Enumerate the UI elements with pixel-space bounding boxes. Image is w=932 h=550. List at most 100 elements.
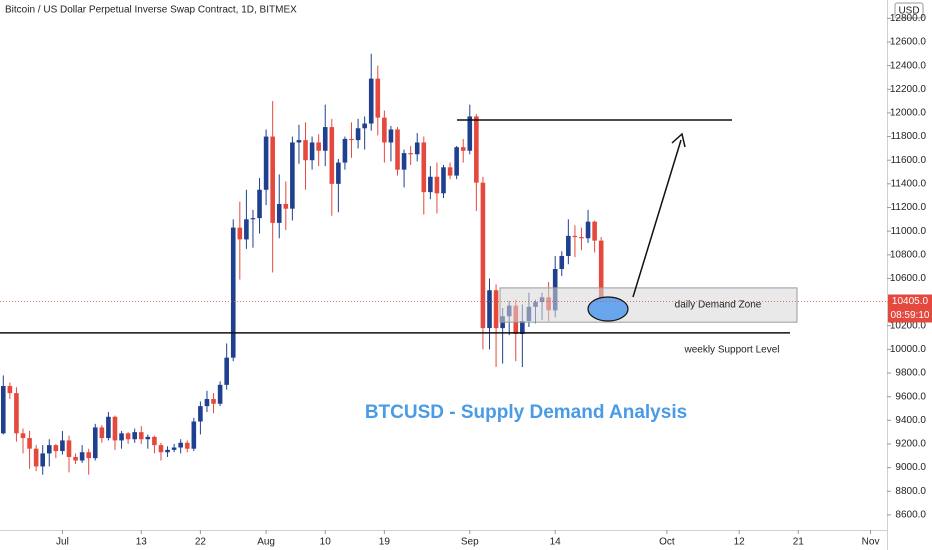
- arrow-head: [671, 132, 686, 148]
- y-tick-label: 11800.0: [891, 131, 927, 142]
- candle-body: [230, 227, 236, 358]
- candle-body: [106, 416, 111, 439]
- chart-title: Bitcoin / US Dollar Perpetual Inverse Sw…: [5, 5, 297, 16]
- y-tick-label: 10800.0: [890, 249, 927, 260]
- candle-body: [86, 452, 91, 459]
- x-tick-label: 21: [793, 537, 805, 548]
- currency: USD: [898, 6, 919, 17]
- candle-body: [362, 123, 367, 129]
- candle-body: [138, 432, 144, 440]
- candle-body: [592, 221, 597, 241]
- arrow-shaft: [632, 139, 682, 298]
- candle-body: [382, 117, 387, 143]
- candle-body: [395, 129, 400, 170]
- y-tick-label: 8800.0: [895, 486, 926, 497]
- candle-body: [211, 399, 216, 404]
- candle-body: [7, 386, 13, 394]
- y-tick-label: 10000.0: [890, 344, 927, 355]
- candle-body: [579, 237, 584, 239]
- y-tick-label: 9200.0: [895, 439, 926, 450]
- x-tick-label: 13: [136, 537, 148, 548]
- y-tick-label: 9400.0: [895, 415, 926, 426]
- candle-body: [112, 416, 118, 441]
- candle-body: [585, 221, 591, 239]
- candle-body: [79, 452, 85, 461]
- candle-body: [454, 147, 459, 176]
- candle-body: [158, 445, 164, 453]
- candle-body: [460, 147, 466, 151]
- candle-body: [191, 421, 197, 449]
- target-ellipse: [587, 296, 629, 322]
- demand-zone: [499, 287, 798, 323]
- countdown: 08:59:10: [891, 310, 930, 321]
- x-tick-label: Sep: [461, 537, 479, 548]
- x-tick-label: 22: [195, 537, 207, 548]
- y-tick-label: 9600.0: [895, 391, 926, 402]
- candle-body: [414, 142, 420, 155]
- candle-body: [217, 384, 223, 404]
- candle-body: [184, 442, 190, 449]
- x-tick-label: 12: [734, 537, 746, 548]
- candle-body: [349, 138, 354, 141]
- x-tick-label: Oct: [659, 537, 675, 548]
- candle-body: [520, 321, 525, 335]
- candle-body: [572, 235, 578, 238]
- y-tick-label: 9000.0: [895, 462, 926, 473]
- candle-body: [204, 399, 210, 407]
- x-tick-label: 14: [550, 537, 562, 548]
- candle-body: [487, 290, 492, 329]
- candle-body: [447, 167, 453, 176]
- x-tick-label: 19: [379, 537, 391, 548]
- candle-body: [388, 129, 394, 143]
- candle-body: [125, 433, 131, 440]
- candle-body: [401, 153, 407, 170]
- candle-body: [329, 127, 335, 184]
- plot-area: [0, 53, 798, 475]
- countdown-box: [888, 308, 932, 323]
- candle-body: [342, 138, 348, 163]
- candle-body: [27, 438, 32, 449]
- candle-body: [40, 453, 46, 467]
- candle-body: [283, 203, 289, 209]
- last-price-label: 10405.0: [892, 296, 929, 307]
- candle-body: [14, 393, 19, 434]
- candle-body: [309, 142, 315, 161]
- candle-body: [244, 219, 249, 240]
- candle-body: [92, 427, 98, 459]
- candle-body: [60, 440, 65, 452]
- candle-body: [566, 235, 571, 256]
- y-tick-label: 12200.0: [890, 84, 927, 95]
- candle-body: [66, 440, 72, 457]
- candle-body: [421, 142, 427, 193]
- candle-body: [237, 227, 243, 240]
- y-tick-label: 11200.0: [891, 202, 927, 213]
- candle-body: [493, 290, 499, 329]
- support-label: weekly Support Level: [683, 344, 779, 355]
- candle-body: [53, 445, 59, 452]
- candle-body: [33, 448, 39, 467]
- candle-body: [46, 445, 52, 454]
- y-tick-label: 10200.0: [890, 320, 927, 331]
- x-tick-label: 10: [320, 537, 332, 548]
- candle-body: [434, 176, 440, 194]
- candle-body: [171, 447, 177, 450]
- candle-body: [316, 142, 321, 151]
- candle-body: [441, 167, 446, 194]
- candle-body: [119, 433, 124, 441]
- y-tick-label: 11400.0: [891, 178, 927, 189]
- y-tick-label: 11600.0: [891, 155, 927, 166]
- candle-body: [559, 255, 565, 269]
- y-tick-label: 10600.0: [890, 273, 927, 284]
- candle-body: [263, 136, 269, 190]
- y-tick-label: 12400.0: [890, 60, 927, 71]
- y-tick-label: 12000.0: [890, 108, 927, 119]
- candle-body: [375, 78, 381, 118]
- last-price-box: [888, 294, 932, 309]
- candle-body: [322, 127, 328, 151]
- x-tick-label: Jul: [56, 537, 69, 548]
- candle-body: [165, 449, 170, 453]
- candle-body: [99, 427, 105, 439]
- candle-body: [145, 436, 151, 440]
